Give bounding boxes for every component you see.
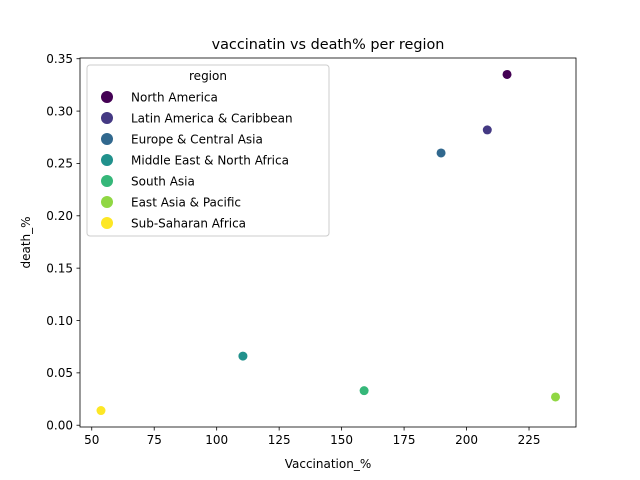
- data-point: [551, 392, 561, 402]
- data-point: [436, 148, 446, 158]
- legend-marker: [101, 133, 113, 145]
- legend-label: North America: [131, 90, 218, 104]
- x-tick-label: 175: [393, 433, 416, 447]
- x-tick-label: 150: [330, 433, 353, 447]
- y-tick-label: 0.10: [46, 314, 73, 328]
- x-tick-label: 100: [205, 433, 228, 447]
- y-axis-ticks: 0.00 0.05 0.10 0.15 0.20 0.25 0.30 0.35: [46, 52, 80, 433]
- x-tick-label: 50: [84, 433, 99, 447]
- x-tick-label: 125: [268, 433, 291, 447]
- y-tick-label: 0.05: [46, 366, 73, 380]
- legend-marker: [101, 154, 113, 166]
- plot-frame: [79, 57, 577, 428]
- legend-marker: [101, 175, 113, 187]
- x-tick-label: 75: [147, 433, 162, 447]
- legend-label: Middle East & North Africa: [131, 153, 289, 167]
- y-tick-label: 0.20: [46, 209, 73, 223]
- y-tick-label: 0.30: [46, 104, 73, 118]
- data-point: [238, 351, 248, 361]
- y-axis-label: death_%: [19, 216, 33, 268]
- chart-title: vaccinatin vs death% per region: [212, 37, 445, 53]
- legend: region North America Latin America & Cari…: [86, 64, 330, 237]
- legend-label: South Asia: [131, 174, 195, 188]
- data-point: [359, 386, 369, 396]
- legend-label: Europe & Central Asia: [131, 132, 263, 146]
- legend-marker: [101, 196, 113, 208]
- y-tick-label: 0.00: [46, 419, 73, 433]
- legend-marker: [101, 112, 113, 124]
- legend-title: region: [189, 69, 227, 83]
- x-tick-label: 225: [518, 433, 541, 447]
- legend-marker: [101, 217, 113, 229]
- legend-marker: [101, 91, 113, 103]
- legend-label: Latin America & Caribbean: [131, 111, 293, 125]
- data-point: [96, 406, 106, 416]
- points-layer: [96, 69, 561, 416]
- x-tick-label: 200: [455, 433, 478, 447]
- legend-entries: North America Latin America & Caribbean Eu…: [101, 90, 293, 230]
- x-axis-label: Vaccination_%: [285, 457, 372, 471]
- data-point: [502, 69, 512, 79]
- y-tick-label: 0.25: [46, 157, 73, 171]
- legend-label: East Asia & Pacific: [131, 195, 241, 209]
- legend-label: Sub-Saharan Africa: [131, 216, 246, 230]
- x-axis-ticks: 50 75 100 125 150 175 200 225: [84, 427, 540, 447]
- y-tick-label: 0.15: [46, 261, 73, 275]
- legend-box: [86, 64, 330, 237]
- y-tick-label: 0.35: [46, 52, 73, 66]
- data-point: [482, 125, 492, 135]
